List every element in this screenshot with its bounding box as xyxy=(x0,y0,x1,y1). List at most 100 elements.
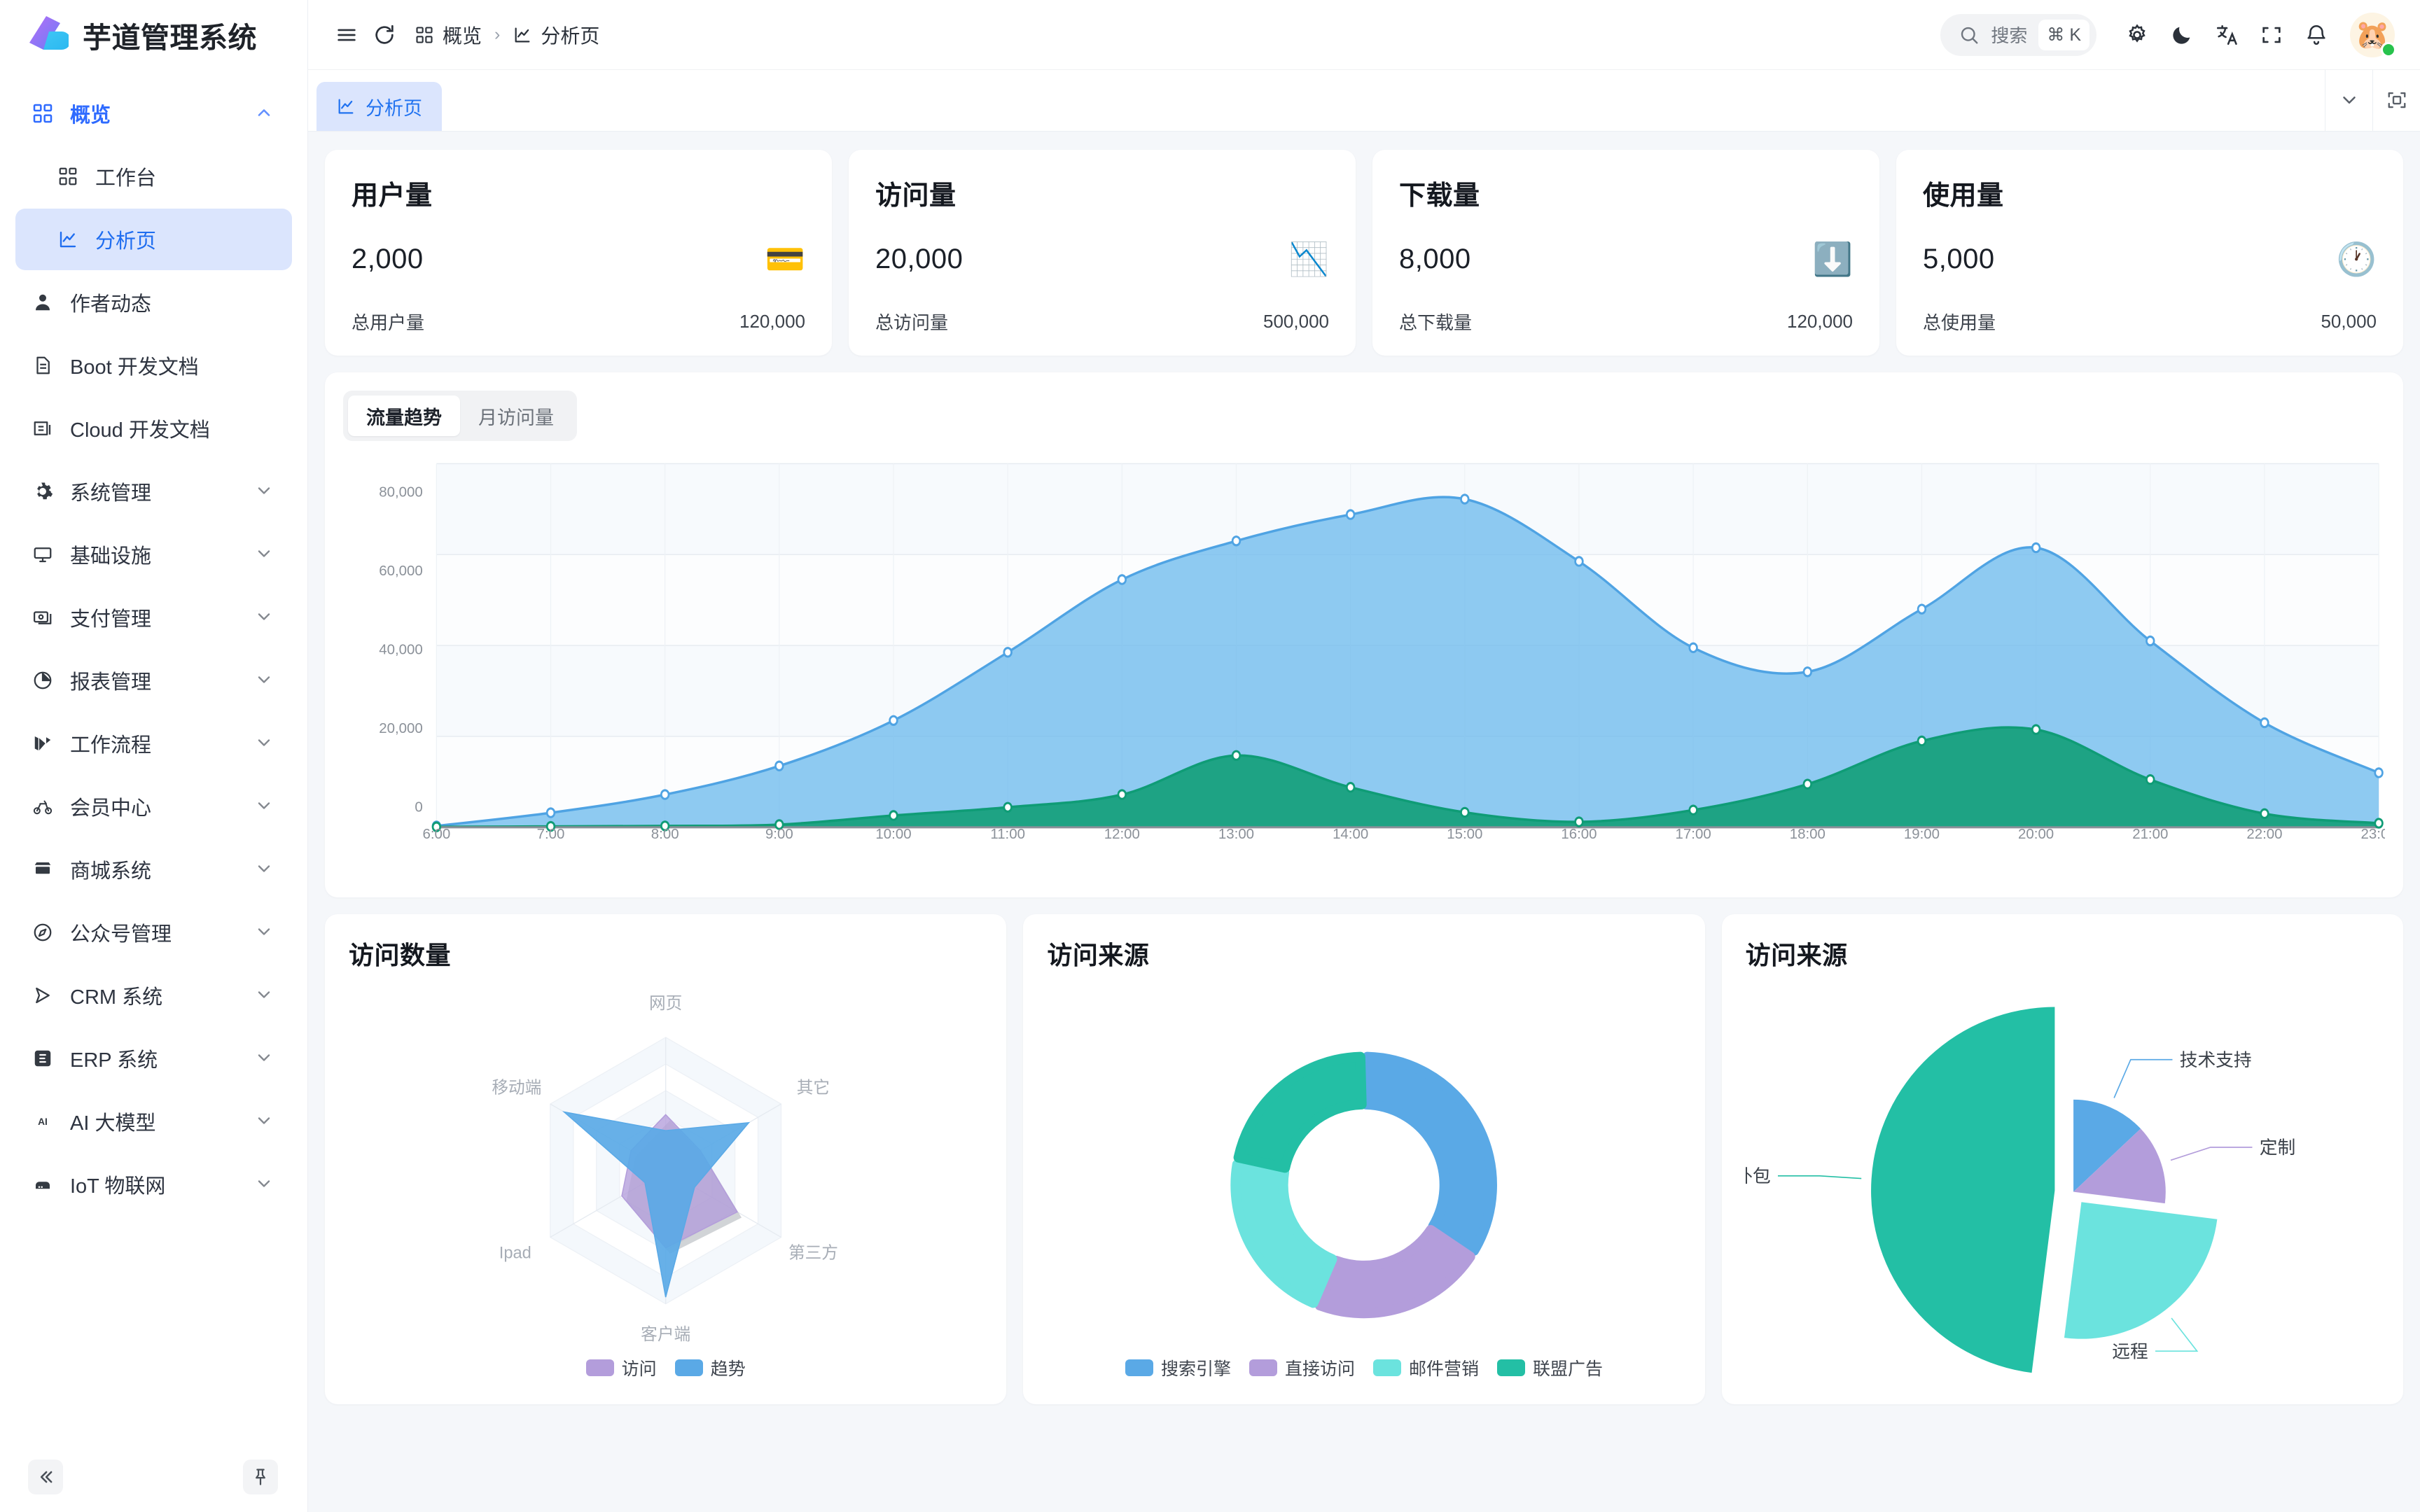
chevron-down-icon xyxy=(254,1174,275,1195)
tab-dropdown-button[interactable] xyxy=(2325,69,2372,131)
legend-item[interactable]: 邮件营销 xyxy=(1372,1355,1479,1380)
search-button[interactable]: 搜索 ⌘ K xyxy=(1940,13,2096,56)
sidebar-item-infrastructure[interactable]: 基础设施 xyxy=(15,524,292,585)
send-icon xyxy=(31,983,55,1007)
stat-foot-label: 总用户量 xyxy=(352,312,425,333)
sidebar-item-official-account[interactable]: 公众号管理 xyxy=(15,902,292,963)
x-axis-tick: 22:00 xyxy=(2246,826,2282,842)
stat-foot-value: 120,000 xyxy=(1787,311,1853,332)
sidebar-item-cloud-docs[interactable]: Cloud 开发文档 xyxy=(15,398,292,459)
breadcrumb-label: 概览 xyxy=(443,24,482,47)
x-axis-tick: 19:00 xyxy=(1904,826,1940,842)
fullscreen-icon[interactable] xyxy=(2249,13,2294,57)
stat-footer: 总使用量 50,000 xyxy=(1923,309,2377,335)
sidebar-item-crm-system[interactable]: CRM 系统 xyxy=(15,965,292,1026)
stat-card-downloads: 下载量 8,000 ⬇️ 总下载量 120,000 xyxy=(1372,150,1879,356)
shop-icon xyxy=(31,858,55,881)
sidebar-item-ai-model[interactable]: AI AI 大模型 xyxy=(15,1091,292,1152)
trend-tab-traffic[interactable]: 流量趋势 xyxy=(348,396,460,436)
x-axis-tick: 17:00 xyxy=(1676,826,1711,842)
sidebar-item-erp-system[interactable]: ERP 系统 xyxy=(15,1028,292,1089)
y-axis-tick: 60,000 xyxy=(379,563,423,579)
stat-main-row: 2,000 💳 xyxy=(352,234,805,284)
document-icon xyxy=(31,354,55,377)
sidebar-item-iot[interactable]: IoT 物联网 xyxy=(15,1154,292,1215)
trend-plot: 0 20,000 40,000 60,000 80,000 6:00 7:00 8:00 9:0… xyxy=(343,454,2385,885)
y-axis-tick: 20,000 xyxy=(379,720,423,736)
donut-slice[interactable] xyxy=(1361,1051,1498,1256)
sidebar-menu: 概览 工作台 xyxy=(0,70,307,1442)
hamburger-icon[interactable] xyxy=(328,16,366,54)
page-content: 用户量 2,000 💳 总用户量 120,000 访问量 20,000 📉 xyxy=(308,132,2420,1512)
stat-card-usage: 使用量 5,000 🕐 总使用量 50,000 xyxy=(1896,150,2403,356)
sidebar-item-mall-system[interactable]: 商城系统 xyxy=(15,839,292,900)
language-icon[interactable] xyxy=(2204,13,2249,57)
sidebar-item-author-news[interactable]: 作者动态 xyxy=(15,272,292,333)
stat-main-row: 8,000 ⬇️ xyxy=(1399,234,1853,284)
chevron-down-icon xyxy=(254,1048,275,1069)
bottom-charts-row: 访问数量 网页 其它 第三方 客户端 Ipad 移动端 访问 趋势 xyxy=(325,914,2403,1404)
pie-slice[interactable] xyxy=(2073,1128,2166,1204)
sidebar-item-system-management[interactable]: 系统管理 xyxy=(15,461,292,522)
sidebar-item-workbench[interactable]: 工作台 xyxy=(15,146,292,207)
donut-slice[interactable] xyxy=(1230,1159,1337,1308)
radar-axis-label: 网页 xyxy=(649,995,682,1013)
sidebar-item-label: 商城系统 xyxy=(70,860,152,883)
pie-slice[interactable] xyxy=(2073,1099,2141,1192)
stat-title: 用户量 xyxy=(352,181,433,211)
donut-slice[interactable] xyxy=(1315,1225,1476,1319)
breadcrumb-item-overview[interactable]: 概览 xyxy=(415,21,482,49)
stat-foot-value: 50,000 xyxy=(2321,311,2377,332)
radar-axis-label: 第三方 xyxy=(788,1243,838,1262)
notifications-icon[interactable] xyxy=(2294,13,2339,57)
legend-label: 直接访问 xyxy=(1284,1359,1355,1379)
pie-slice-label: 定制 xyxy=(2259,1138,2295,1158)
legend-item[interactable]: 搜索引擎 xyxy=(1125,1355,1231,1380)
sidebar-item-boot-docs[interactable]: Boot 开发文档 xyxy=(15,335,292,396)
stat-value: 5,000 xyxy=(1923,243,1995,274)
donut-slice[interactable] xyxy=(1233,1051,1368,1173)
pie-slice[interactable] xyxy=(1870,1007,2055,1373)
avatar[interactable]: 🐹 xyxy=(2350,12,2396,57)
sidebar-item-analysis[interactable]: 分析页 xyxy=(15,209,292,270)
sidebar-item-payment-management[interactable]: 支付管理 xyxy=(15,587,292,648)
breadcrumb-item-analysis[interactable]: 分析页 xyxy=(513,21,599,49)
legend-swatch xyxy=(1249,1359,1277,1376)
sidebar: 芋道管理系统 概览 xyxy=(0,0,308,1512)
sidebar-item-member-center[interactable]: 会员中心 xyxy=(15,776,292,837)
radar-plot: 网页 其它 第三方 客户端 Ipad 移动端 xyxy=(349,972,982,1355)
dark-mode-icon[interactable] xyxy=(2160,13,2204,57)
legend-item[interactable]: 访问 xyxy=(585,1355,657,1380)
monitor-icon xyxy=(31,542,55,566)
sidebar-item-label: 工作流程 xyxy=(70,734,152,757)
settings-icon[interactable] xyxy=(2115,13,2160,57)
radar-axis-label: 客户端 xyxy=(641,1325,690,1344)
pie-slice[interactable] xyxy=(2064,1202,2218,1339)
search-label: 搜索 xyxy=(1991,25,2028,46)
legend-label: 趋势 xyxy=(710,1359,746,1379)
collapse-sidebar-button[interactable] xyxy=(28,1460,63,1494)
legend-item[interactable]: 趋势 xyxy=(674,1355,746,1380)
tab-analysis[interactable]: 分析页 xyxy=(317,82,442,131)
sidebar-item-workflow[interactable]: 工作流程 xyxy=(15,713,292,774)
trend-tab-monthly[interactable]: 月访问量 xyxy=(478,407,554,428)
legend-item[interactable]: 联盟广告 xyxy=(1497,1355,1603,1380)
brand-logo-row[interactable]: 芋道管理系统 xyxy=(0,0,307,70)
flow-icon xyxy=(31,732,55,755)
refresh-icon[interactable] xyxy=(366,16,403,54)
radar-chart-card: 访问数量 网页 其它 第三方 客户端 Ipad 移动端 访问 趋势 xyxy=(325,914,1007,1404)
pin-sidebar-button[interactable] xyxy=(243,1460,278,1494)
maximize-content-button[interactable] xyxy=(2372,69,2420,131)
stat-title: 访问量 xyxy=(875,181,957,211)
chevron-down-icon xyxy=(254,859,275,880)
sidebar-item-report-management[interactable]: 报表管理 xyxy=(15,650,292,711)
pie-percent-icon: 📉 xyxy=(1288,241,1329,277)
sidebar-item-overview[interactable]: 概览 xyxy=(15,83,292,144)
stat-card-visits: 访问量 20,000 📉 总访问量 500,000 xyxy=(849,150,1356,356)
sidebar-item-label: 公众号管理 xyxy=(70,923,172,946)
chart-line-icon xyxy=(56,227,80,251)
legend-item[interactable]: 直接访问 xyxy=(1249,1355,1355,1380)
app-logo-icon xyxy=(25,13,69,57)
